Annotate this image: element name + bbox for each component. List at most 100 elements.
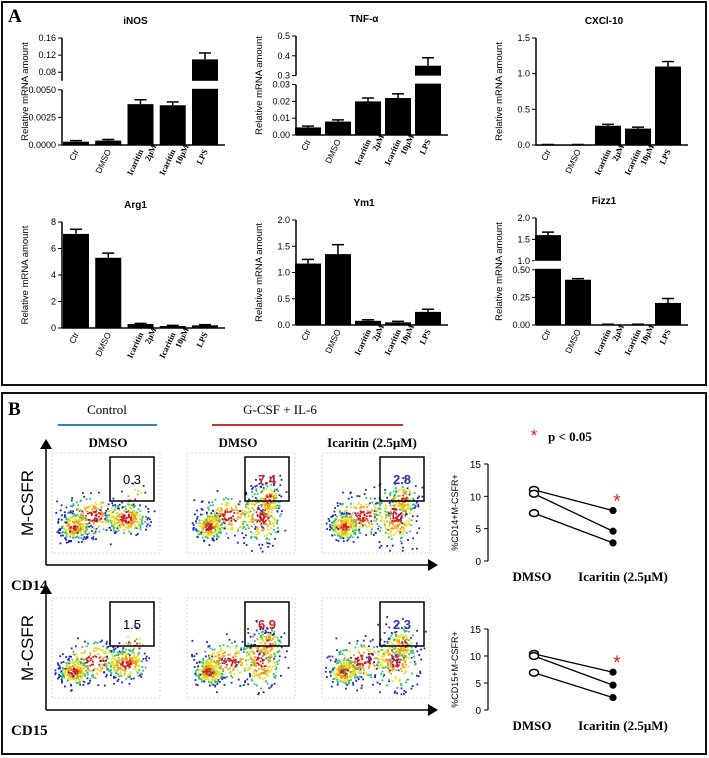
- event-dot: [401, 526, 404, 529]
- event-dot: [365, 517, 368, 520]
- event-dot: [391, 668, 394, 670]
- event-dot: [114, 665, 117, 668]
- event-dot: [248, 498, 250, 501]
- event-dot: [350, 522, 352, 525]
- event-dot: [399, 654, 402, 657]
- event-dot: [205, 528, 208, 531]
- event-dot: [361, 684, 363, 687]
- event-dot: [253, 672, 256, 675]
- event-dot: [90, 514, 93, 517]
- event-dot: [216, 652, 219, 654]
- event-dot: [61, 680, 63, 683]
- event-dot: [418, 527, 420, 530]
- event-dot: [339, 665, 342, 668]
- event-dot: [382, 651, 385, 654]
- event-dot: [113, 532, 116, 534]
- event-dot: [71, 531, 73, 534]
- event-dot: [145, 525, 148, 528]
- event-dot: [226, 519, 228, 522]
- event-dot: [344, 518, 347, 521]
- event-dot: [391, 642, 393, 645]
- event-dot: [137, 533, 139, 535]
- event-dot: [414, 505, 417, 507]
- event-dot: [382, 675, 385, 678]
- event-dot: [261, 492, 263, 494]
- event-dot: [253, 493, 256, 496]
- event-dot: [222, 669, 225, 672]
- event-dot: [71, 673, 74, 675]
- x-tick-label: LPS: [417, 137, 433, 156]
- event-dot: [343, 512, 346, 515]
- event-dot: [256, 533, 258, 536]
- event-dot: [351, 527, 354, 530]
- event-dot: [350, 656, 352, 659]
- event-dot: [209, 668, 211, 671]
- bar: [355, 320, 381, 325]
- event-dot: [100, 670, 102, 672]
- event-dot: [355, 676, 358, 678]
- event-dot: [77, 678, 80, 680]
- event-dot: [400, 503, 402, 505]
- event-dot: [92, 532, 95, 535]
- event-dot: [54, 672, 57, 674]
- event-dot: [215, 680, 218, 683]
- event-dot: [78, 520, 81, 523]
- event-dot: [79, 662, 82, 665]
- panel-b-letter: B: [8, 399, 21, 420]
- event-dot: [381, 655, 384, 658]
- event-dot: [132, 520, 134, 523]
- y-tick-label: 0.0: [517, 140, 530, 150]
- event-dot: [217, 671, 220, 674]
- col-dmso2-label: DMSO: [219, 435, 258, 450]
- event-dot: [249, 510, 252, 513]
- event-dot: [261, 490, 264, 493]
- event-dot: [109, 526, 111, 529]
- event-dot: [333, 510, 336, 513]
- x-tick-label: LPS: [657, 147, 673, 166]
- event-dot: [210, 534, 213, 536]
- event-dot: [400, 648, 403, 650]
- event-dot: [368, 515, 371, 517]
- event-dot: [65, 535, 68, 537]
- event-dot: [367, 666, 370, 669]
- event-dot: [215, 538, 218, 540]
- event-dot: [390, 535, 393, 537]
- event-dot: [119, 525, 122, 527]
- event-dot: [259, 652, 261, 655]
- event-dot: [351, 672, 353, 675]
- event-dot: [413, 507, 416, 509]
- event-dot: [274, 668, 276, 670]
- event-dot: [271, 665, 274, 668]
- event-dot: [138, 660, 140, 663]
- event-dot: [247, 503, 249, 506]
- event-dot: [201, 523, 203, 526]
- event-dot: [124, 514, 126, 517]
- event-dot: [121, 651, 124, 654]
- event-dot: [217, 663, 220, 666]
- event-dot: [134, 498, 137, 501]
- event-dot: [375, 657, 377, 659]
- event-dot: [248, 667, 251, 670]
- event-dot: [394, 482, 397, 485]
- event-dot: [402, 491, 405, 494]
- event-dot: [257, 532, 260, 535]
- event-dot: [214, 665, 216, 668]
- event-dot: [420, 648, 422, 651]
- event-dot: [410, 651, 413, 654]
- event-dot: [88, 532, 91, 535]
- event-dot: [268, 659, 271, 662]
- event-dot: [252, 646, 254, 649]
- event-dot: [62, 534, 64, 537]
- event-dot: [336, 649, 338, 651]
- event-dot: [361, 519, 364, 522]
- event-dot: [394, 647, 397, 650]
- event-dot: [105, 657, 108, 660]
- event-dot: [251, 550, 253, 552]
- event-dot: [396, 653, 398, 656]
- event-dot: [220, 675, 223, 678]
- event-dot: [121, 681, 123, 684]
- event-dot: [125, 655, 127, 658]
- event-dot: [206, 521, 209, 524]
- bar: [63, 233, 89, 328]
- event-dot: [350, 662, 352, 665]
